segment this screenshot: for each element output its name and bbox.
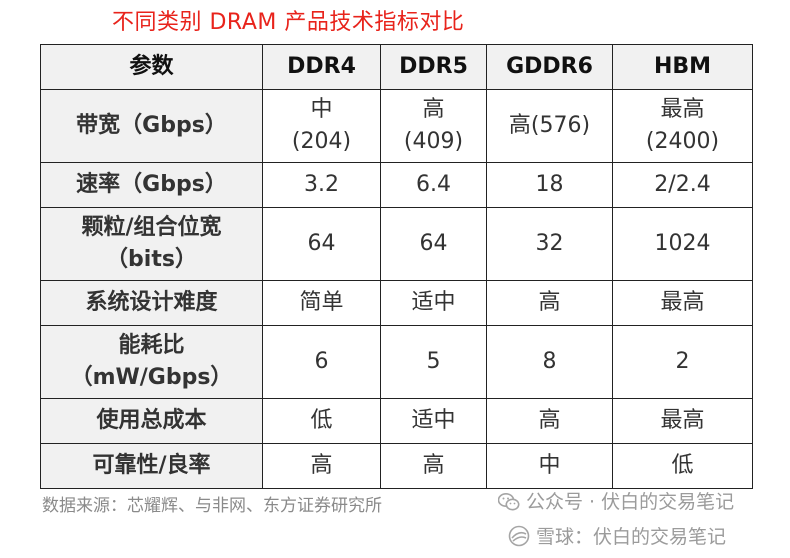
- table-row: 颗粒/组合位宽 （bits） 64 64 32 1024: [40, 207, 753, 281]
- cell-ddr4: 3.2: [262, 162, 381, 208]
- cell-gddr6: 中: [486, 443, 613, 489]
- header-ddr5: DDR5: [380, 44, 487, 90]
- cell-line: 高(576): [508, 113, 591, 139]
- cell-hbm: 最高: [612, 398, 753, 444]
- wechat-watermark-text: 公众号 · 伏白的交易笔记: [526, 491, 735, 513]
- cell-ddr4: 简单: [262, 280, 381, 326]
- label-line: 能耗比: [118, 333, 185, 359]
- cell-ddr4: 低: [262, 398, 381, 444]
- cell-hbm: 1024: [612, 207, 753, 281]
- table-row: 系统设计难度 简单 适中 高 最高: [40, 280, 753, 326]
- label-line: 带宽（Gbps）: [76, 113, 227, 139]
- cell-ddr5: 适中: [380, 280, 487, 326]
- cell-ddr5: 64: [380, 207, 487, 281]
- comparison-table: 参数 DDR4 DDR5 GDDR6 HBM 带宽（Gbps） 中 (204) 高…: [40, 44, 753, 489]
- cell-hbm: 低: [612, 443, 753, 489]
- cell-gddr6: 高: [486, 398, 613, 444]
- cell-hbm: 最高: [612, 280, 753, 326]
- label-line: 颗粒/组合位宽: [81, 215, 222, 241]
- table-row: 速率（Gbps） 3.2 6.4 18 2/2.4: [40, 162, 753, 208]
- table-row: 带宽（Gbps） 中 (204) 高 (409) 高(576) 最高 (2400): [40, 89, 753, 163]
- cell-gddr6: 8: [486, 325, 613, 399]
- row-label-power-ratio: 能耗比 （mW/Gbps）: [40, 325, 263, 399]
- cell-ddr5: 高 (409): [380, 89, 487, 163]
- row-label-rate: 速率（Gbps）: [40, 162, 263, 208]
- cell-gddr6: 高: [486, 280, 613, 326]
- label-line: 速率（Gbps）: [76, 172, 227, 198]
- cell-hbm: 最高 (2400): [612, 89, 753, 163]
- cell-line: 最高: [660, 97, 705, 123]
- table-header-row: 参数 DDR4 DDR5 GDDR6 HBM: [40, 44, 753, 90]
- wechat-watermark: 公众号 · 伏白的交易笔记: [497, 487, 735, 517]
- cell-ddr5: 6.4: [380, 162, 487, 208]
- row-label-design-difficulty: 系统设计难度: [40, 280, 263, 326]
- cell-ddr5: 高: [380, 443, 487, 489]
- cell-hbm: 2: [612, 325, 753, 399]
- snowball-icon: [508, 525, 530, 552]
- header-ddr4: DDR4: [262, 44, 381, 90]
- label-line: 可靠性/良率: [92, 453, 211, 479]
- label-line: （mW/Gbps）: [70, 365, 233, 390]
- cell-ddr5: 5: [380, 325, 487, 399]
- row-label-reliability: 可靠性/良率: [40, 443, 263, 489]
- cell-gddr6: 32: [486, 207, 613, 281]
- header-hbm: HBM: [612, 44, 753, 90]
- label-line: （bits）: [106, 247, 197, 272]
- cell-line: (204): [291, 129, 352, 154]
- cell-ddr4: 高: [262, 443, 381, 489]
- table-row: 能耗比 （mW/Gbps） 6 5 8 2: [40, 325, 753, 399]
- label-line: 使用总成本: [96, 408, 207, 434]
- page-title: 不同类别 DRAM 产品技术指标对比: [112, 10, 465, 35]
- header-param: 参数: [40, 44, 263, 90]
- cell-line: 高: [422, 97, 445, 123]
- cell-ddr4: 6: [262, 325, 381, 399]
- row-label-bandwidth: 带宽（Gbps）: [40, 89, 263, 163]
- cell-gddr6: 高(576): [486, 89, 613, 163]
- xueqiu-watermark-text: 雪球：伏白的交易笔记: [536, 526, 727, 548]
- row-label-total-cost: 使用总成本: [40, 398, 263, 444]
- cell-hbm: 2/2.4: [612, 162, 753, 208]
- xueqiu-watermark: 雪球：伏白的交易笔记: [508, 522, 726, 552]
- table-row: 使用总成本 低 适中 高 最高: [40, 398, 753, 444]
- cell-gddr6: 18: [486, 162, 613, 208]
- table-row: 可靠性/良率 高 高 中 低: [40, 443, 753, 489]
- source-note: 数据来源：芯耀辉、与非网、东方证券研究所: [42, 496, 382, 516]
- label-line: 系统设计难度: [85, 290, 218, 316]
- wechat-icon: [497, 492, 520, 517]
- cell-line: 中: [310, 97, 333, 123]
- row-label-bit-width: 颗粒/组合位宽 （bits）: [40, 207, 263, 281]
- cell-line: (409): [403, 129, 464, 154]
- cell-line: (2400): [645, 129, 720, 154]
- cell-ddr4: 64: [262, 207, 381, 281]
- header-gddr6: GDDR6: [486, 44, 613, 90]
- cell-ddr4: 中 (204): [262, 89, 381, 163]
- cell-ddr5: 适中: [380, 398, 487, 444]
